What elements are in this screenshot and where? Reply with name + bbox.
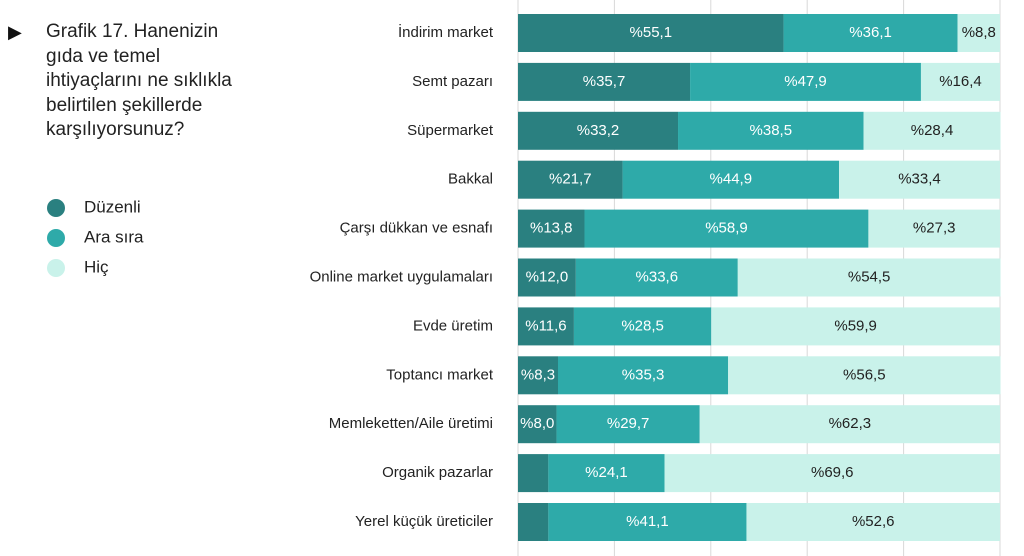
bar-segment bbox=[746, 503, 1000, 541]
value-label: %29,7 bbox=[607, 415, 650, 432]
value-label: %27,3 bbox=[913, 220, 956, 237]
legend-swatch bbox=[47, 229, 65, 247]
category-label: İndirim market bbox=[398, 23, 494, 41]
bar-segment bbox=[678, 111, 864, 150]
value-label: %13,8 bbox=[530, 220, 573, 237]
bar-segment bbox=[728, 356, 1001, 395]
category-label: Online market uygulamaları bbox=[310, 268, 493, 285]
bar-segment bbox=[518, 62, 691, 101]
bar-segment bbox=[783, 14, 958, 52]
value-label: %24,1 bbox=[585, 464, 628, 481]
value-label: %8,0 bbox=[520, 415, 554, 432]
bar-segment bbox=[711, 307, 1000, 346]
bar-segment bbox=[920, 62, 1000, 101]
value-label: %59,9 bbox=[834, 317, 877, 334]
bar-segment bbox=[518, 454, 549, 493]
legend-label: Ara sıra bbox=[84, 227, 144, 246]
value-label: %44,9 bbox=[710, 171, 753, 188]
bar-segment bbox=[573, 307, 712, 346]
bar-segment bbox=[518, 258, 576, 297]
category-label: Evde üretim bbox=[413, 317, 493, 334]
value-label: %21,7 bbox=[549, 171, 592, 188]
bar-segment bbox=[518, 14, 784, 52]
bar-segment bbox=[518, 209, 585, 248]
category-label: Semt pazarı bbox=[412, 73, 493, 90]
category-label: Yerel küçük üreticiler bbox=[355, 513, 493, 530]
value-label: %16,4 bbox=[939, 73, 982, 90]
value-label: %28,5 bbox=[621, 317, 664, 334]
bar-segment bbox=[622, 160, 840, 199]
value-label: %12,0 bbox=[526, 268, 569, 285]
value-label: %52,6 bbox=[852, 513, 895, 530]
value-label: %69,6 bbox=[811, 464, 854, 481]
value-label: %35,7 bbox=[583, 73, 626, 90]
value-label: %33,6 bbox=[636, 268, 679, 285]
value-label: %11,6 bbox=[525, 317, 566, 334]
bar-segment bbox=[518, 111, 679, 150]
bar-segment bbox=[690, 62, 921, 101]
legend-label: Hiç bbox=[84, 257, 109, 276]
value-label: %33,2 bbox=[577, 122, 620, 139]
category-label: Bakkal bbox=[448, 171, 493, 188]
value-label: %38,5 bbox=[750, 122, 793, 139]
bar-segment bbox=[863, 111, 1001, 150]
bar-segment bbox=[957, 14, 1000, 52]
category-label: Çarşı dükkan ve esnafı bbox=[340, 220, 493, 237]
value-label: %8,3 bbox=[521, 366, 555, 383]
bar-segment bbox=[548, 454, 665, 493]
bar-segment bbox=[518, 160, 623, 199]
bar-segment bbox=[575, 258, 738, 297]
chart-title: Grafik 17. Hanenizin gıda ve temel ihtiy… bbox=[46, 21, 232, 140]
category-label: Süpermarket bbox=[407, 122, 494, 139]
legend-swatch bbox=[47, 199, 65, 217]
legend-swatch bbox=[47, 259, 65, 277]
bar-segment bbox=[699, 405, 1000, 444]
value-label: %28,4 bbox=[911, 122, 954, 139]
bar-segment bbox=[548, 503, 747, 541]
value-label: %58,9 bbox=[705, 220, 748, 237]
value-label: %35,3 bbox=[622, 366, 665, 383]
value-label: %47,9 bbox=[784, 73, 827, 90]
bar-segment bbox=[518, 405, 557, 444]
value-label: %55,1 bbox=[630, 24, 673, 41]
bar-segment bbox=[518, 503, 549, 541]
bar-segment bbox=[839, 160, 1000, 199]
bar-segment bbox=[518, 307, 574, 346]
bar-segment bbox=[558, 356, 729, 395]
value-label: %36,1 bbox=[849, 24, 892, 41]
value-label: %33,4 bbox=[898, 171, 941, 188]
value-label: %8,8 bbox=[962, 24, 996, 41]
bullet-arrow: ▶ bbox=[8, 22, 22, 42]
bar-segment bbox=[556, 405, 700, 444]
bar-segment bbox=[518, 356, 559, 395]
bar-segment bbox=[868, 209, 1000, 248]
category-label: Toptancı market bbox=[386, 366, 494, 383]
value-label: %56,5 bbox=[843, 366, 886, 383]
category-label: Memleketten/Aile üretimi bbox=[329, 415, 493, 432]
value-label: %62,3 bbox=[829, 415, 872, 432]
legend-label: Düzenli bbox=[84, 197, 141, 216]
category-label: Organik pazarlar bbox=[382, 464, 493, 481]
bar-segment bbox=[737, 258, 1001, 297]
bar-segment bbox=[664, 454, 1000, 493]
value-label: %54,5 bbox=[848, 268, 891, 285]
bar-segment bbox=[584, 209, 869, 248]
value-label: %41,1 bbox=[626, 513, 669, 530]
